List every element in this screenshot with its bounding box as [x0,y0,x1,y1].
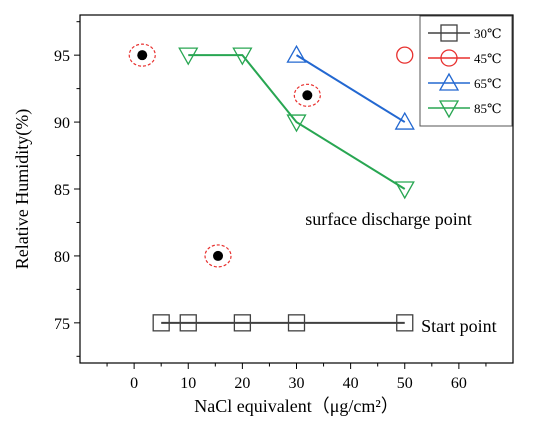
y-axis-label: Relative Humidity(%) [12,109,33,269]
axis-ticks: 0 10 20 30 40 50 60 75 80 85 90 95 [54,21,487,392]
legend-marker-2 [438,72,460,91]
series-point-0 [233,314,252,332]
series-point-3 [178,47,199,66]
y-tick-label: 90 [54,115,70,132]
x-tick-label: 60 [451,375,467,392]
x-axis-label: NaCl equivalent（μg/cm²） [194,396,399,416]
discharge-ring [128,43,156,67]
series-point-0 [396,314,414,332]
legend-label-0: 30℃ [474,26,502,41]
x-tick-label: 50 [397,375,413,392]
legend-marker-3 [438,100,460,119]
series-point-2 [286,44,307,63]
annotation-start-point: Start point [421,316,497,336]
legend: 30℃ 45℃ 65℃ 85℃ [419,15,513,127]
y-tick-label: 95 [54,48,70,65]
series-markers [152,44,415,332]
discharge-dot [302,90,313,101]
series-line-2 [295,54,406,123]
series-point-0 [179,314,197,332]
discharge-points [128,43,321,268]
legend-marker-1 [440,49,458,67]
discharge-dot [213,250,224,261]
discharge-dot [137,50,148,61]
x-tick-label: 0 [130,375,138,392]
legend-label-3: 85℃ [474,101,502,116]
legend-marker-0 [440,24,458,42]
discharge-ring [293,83,321,107]
x-tick-label: 20 [234,375,250,392]
series-point-3 [394,181,415,200]
y-tick-label: 75 [54,316,70,333]
y-tick-label: 85 [54,182,70,199]
y-tick-label: 80 [54,249,70,266]
legend-label-2: 65℃ [474,76,502,91]
series-point-0 [152,314,170,332]
x-tick-label: 30 [289,375,305,392]
x-tick-label: 10 [180,375,196,392]
discharge-ring [204,244,232,268]
series-point-3 [232,47,253,66]
series-point-0 [287,314,306,332]
series-point-2 [394,111,415,130]
series-lines [161,54,406,324]
series-point-3 [286,114,307,133]
legend-label-1: 45℃ [474,51,502,66]
series-point-1 [396,46,414,64]
x-tick-label: 40 [343,375,359,392]
annotation-surface-discharge: surface discharge point [305,209,472,229]
series-line-3 [188,54,406,190]
